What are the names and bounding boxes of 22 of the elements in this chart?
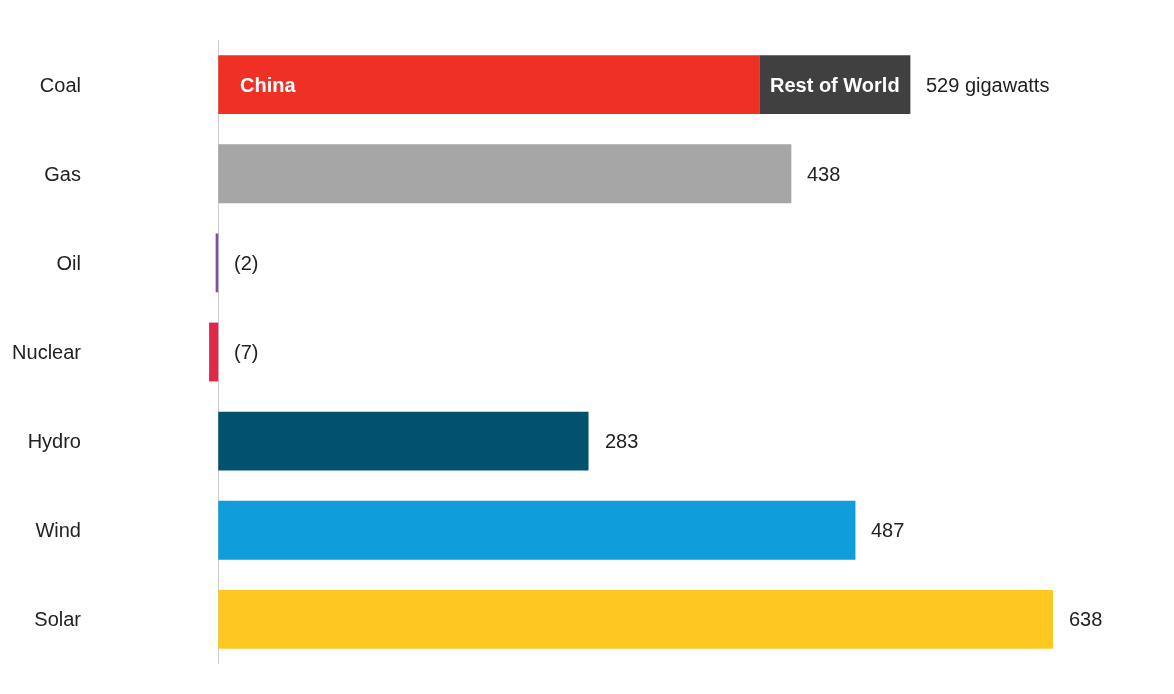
data-label: (2)	[234, 252, 259, 274]
bar	[218, 411, 589, 471]
y-tick-label: Nuclear	[12, 341, 82, 363]
y-tick-label: Coal	[39, 73, 81, 96]
y-tick-label: Hydro	[27, 430, 81, 453]
y-tick-label: Wind	[35, 519, 81, 542]
bar	[218, 590, 1053, 649]
data-label: 487	[871, 519, 905, 541]
y-tick-label: Solar	[34, 608, 82, 631]
series-label: China	[240, 74, 297, 96]
y-tick-label: Oil	[56, 251, 81, 274]
bar	[218, 144, 792, 204]
data-label: 283	[605, 430, 639, 452]
series-label: Rest of World	[770, 74, 900, 96]
data-label: (7)	[234, 341, 259, 363]
total-label: 529 gigawatts	[926, 74, 1050, 96]
y-tick-label: Gas	[44, 162, 81, 185]
bar	[218, 500, 856, 560]
bar	[218, 55, 760, 114]
data-label: 638	[1069, 608, 1103, 630]
bar	[209, 322, 219, 382]
data-label: 438	[807, 163, 841, 185]
